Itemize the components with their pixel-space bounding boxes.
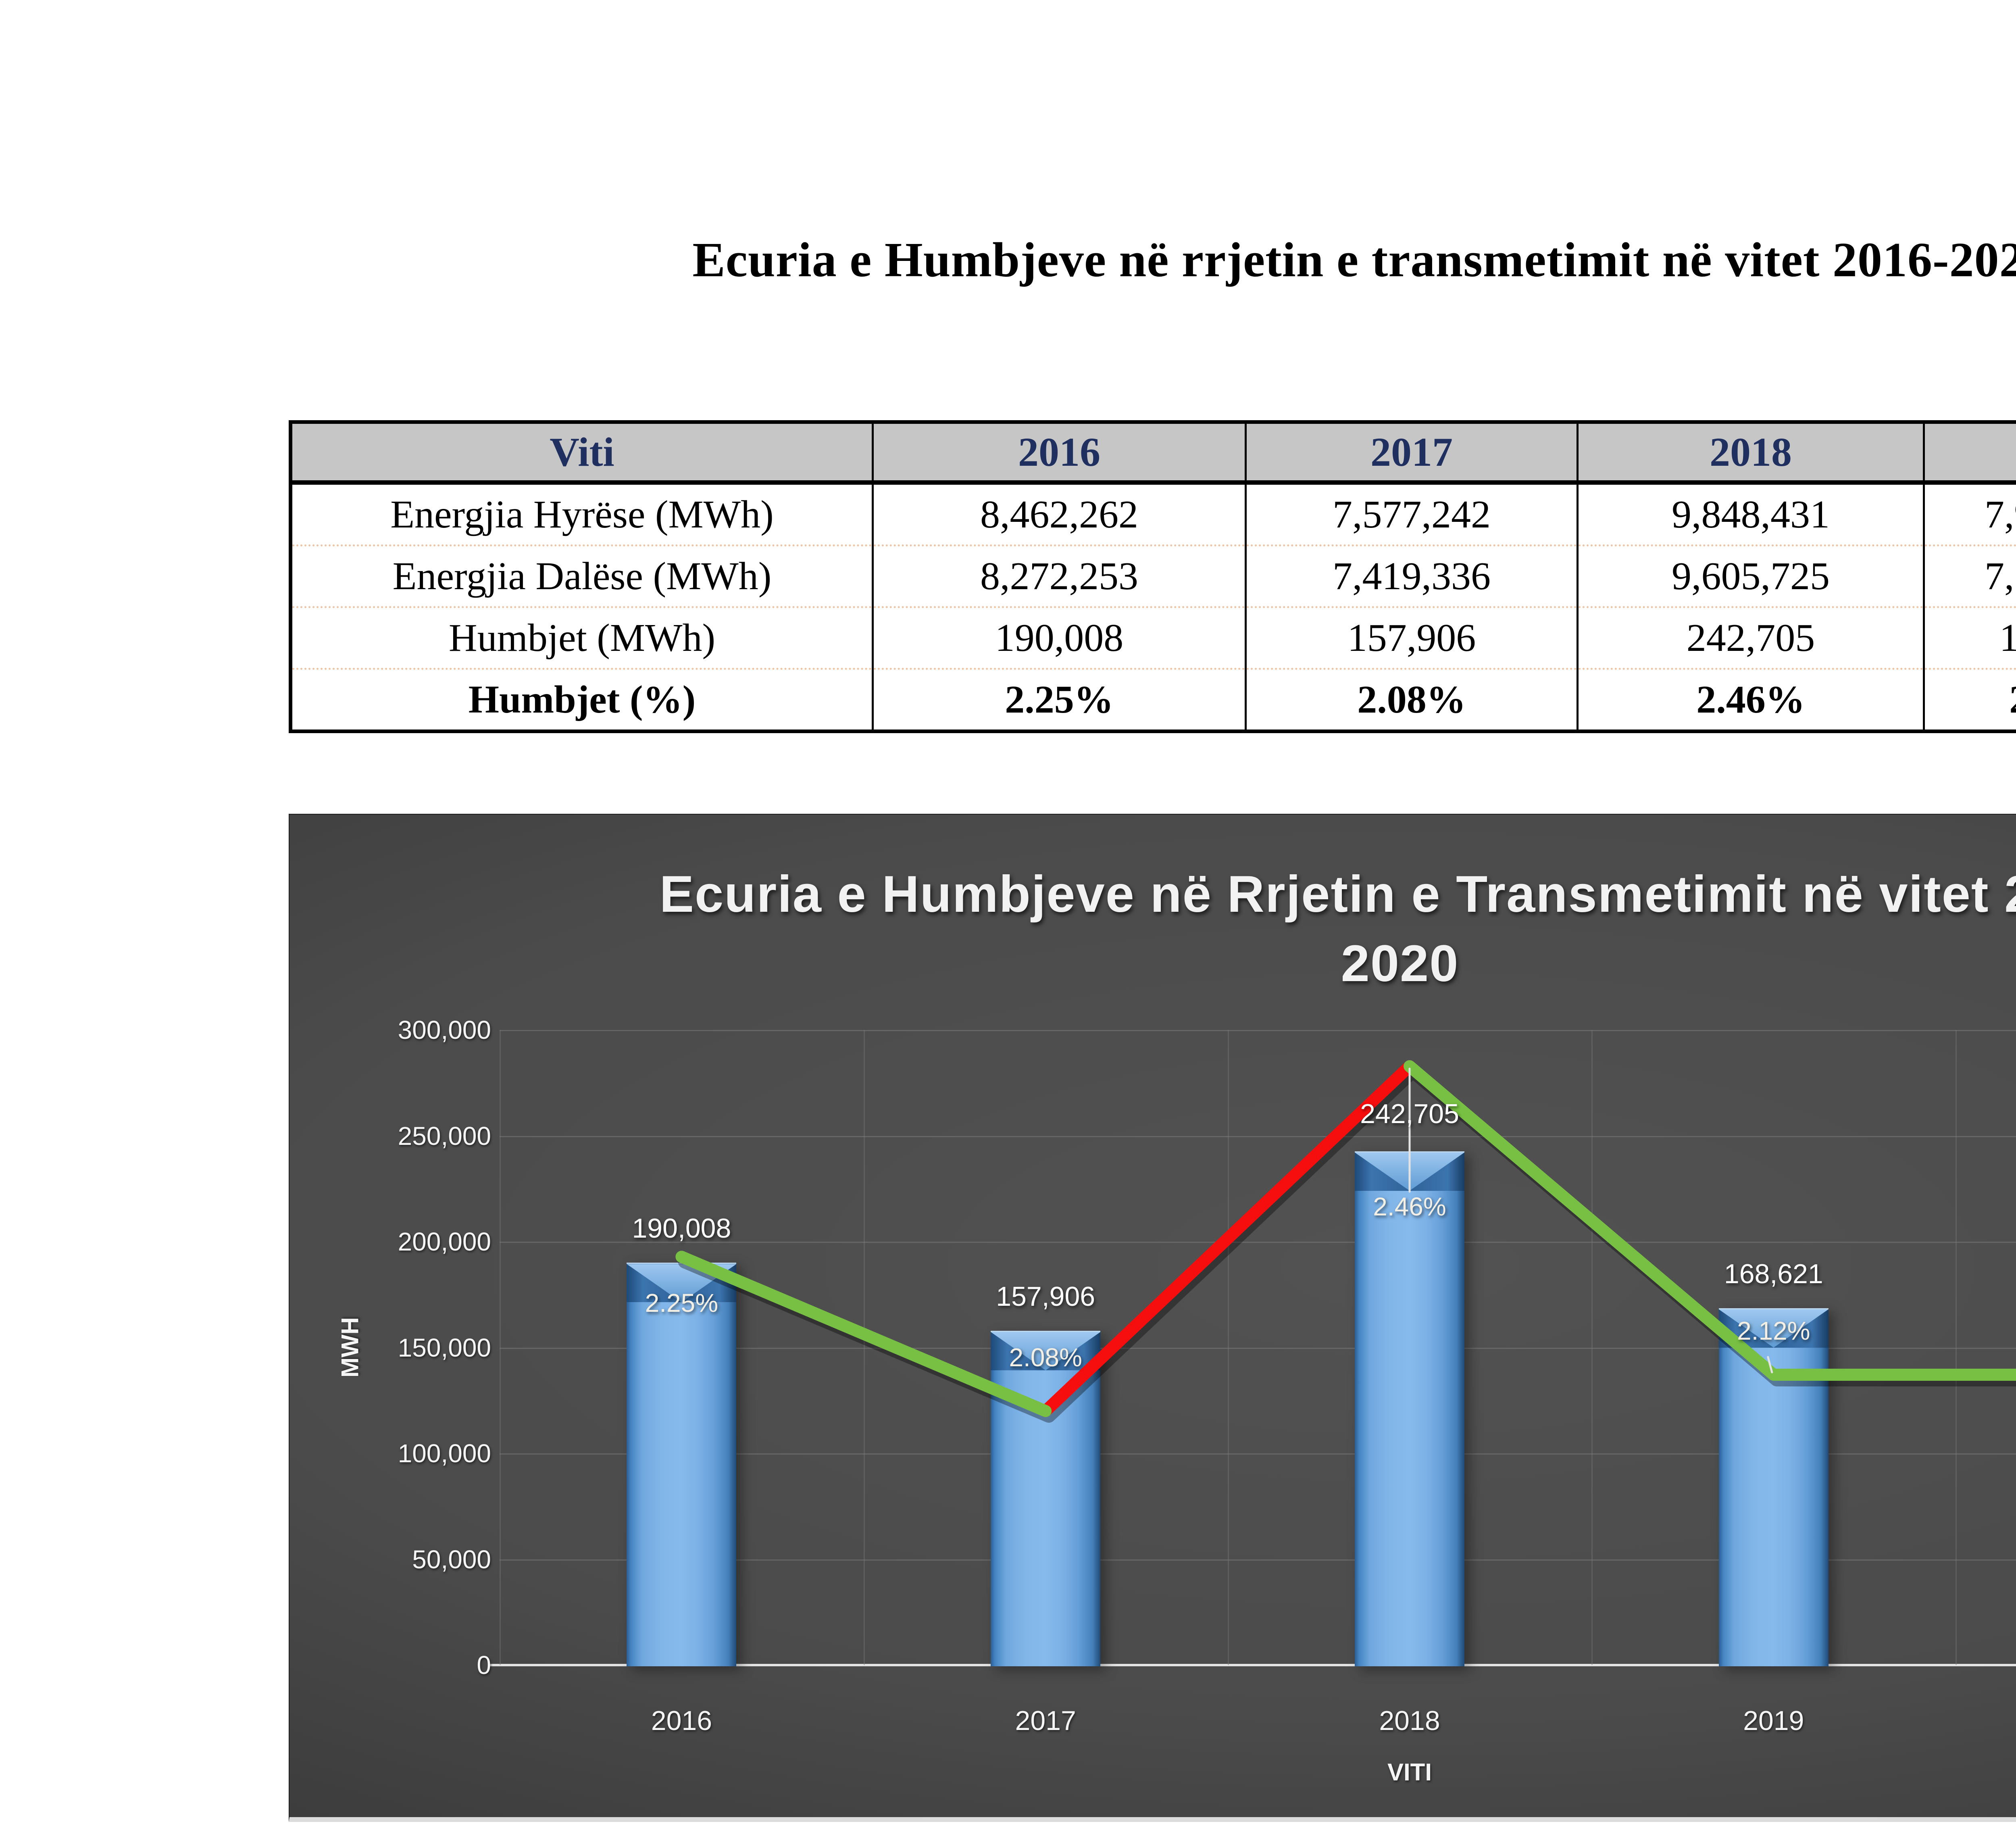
y-left-axis-title: MWH: [336, 1317, 364, 1378]
cell-value: 9,605,725: [1577, 544, 1924, 607]
bar-value-label: 190,008: [632, 1213, 731, 1244]
line-percent-label: 2.25%: [645, 1288, 719, 1318]
table-row-energjia-hyrese: Energjia Hyrëse (MWh) 8,462,262 7,577,24…: [290, 482, 2016, 546]
x-axis-tick: 2018: [1379, 1705, 1440, 1736]
y-left-tick: 0: [477, 1651, 491, 1680]
table-header-2016: 2016: [872, 422, 1246, 485]
y-left-tick: 150,000: [398, 1333, 491, 1362]
y-left-tick: 100,000: [398, 1439, 491, 1468]
y-left-tick: 50,000: [412, 1545, 491, 1574]
cell-value: 168,621: [1923, 606, 2016, 669]
gridline: [500, 1136, 2016, 1137]
table-header-2017: 2017: [1245, 422, 1578, 485]
cell-value: 242,705: [1577, 606, 1924, 669]
bar-value-label: 242,705: [1360, 1098, 1459, 1129]
row-label: Humbjet (%): [290, 668, 873, 732]
cell-value: 8,272,253: [872, 544, 1246, 607]
table-header-2018: 2018: [1577, 422, 1924, 485]
x-axis-tick: 2017: [1015, 1705, 1076, 1736]
x-axis-tick: 2016: [651, 1705, 712, 1736]
losses-table: Viti 2016 2017 2018 2019 2020 Energjia H…: [289, 420, 2016, 733]
line-segment-decrease: [1404, 1060, 2016, 1381]
table-header-row: Viti 2016 2017 2018 2019 2020: [290, 422, 2016, 485]
gridline: [500, 1030, 501, 1665]
y-left-tick: 250,000: [398, 1121, 491, 1151]
cell-value: 9,848,431: [1577, 482, 1924, 546]
gridline: [1591, 1030, 1593, 1665]
row-label: Humbjet (MWh): [290, 606, 873, 669]
table-row-humbjet-pct: Humbjet (%) 2.25% 2.08% 2.46% 2.12% 2.12…: [290, 668, 2016, 732]
y-left-tick: 200,000: [398, 1227, 491, 1256]
bar-value-label: 157,906: [996, 1281, 1095, 1312]
gridline: [863, 1030, 865, 1665]
gridline: [1227, 1030, 1229, 1665]
cell-value: 2.25%: [872, 668, 1246, 732]
table-header-viti: Viti: [290, 422, 873, 485]
bar-value-label: 168,621: [1724, 1258, 1823, 1289]
bar-2017: [991, 1330, 1101, 1666]
losses-chart: Ecuria e Humbjeve në Rrjetin e Transmeti…: [289, 814, 2016, 1822]
x-axis-title: VITI: [1387, 1759, 1432, 1786]
cell-value: 2.12%: [1923, 668, 2016, 732]
bar-2019: [1718, 1308, 1829, 1666]
bar-2016: [627, 1263, 737, 1666]
table-header-2019: 2019: [1923, 422, 2016, 485]
line-percent-label: 2.12%: [1737, 1316, 1810, 1345]
cell-value: 7,577,242: [1245, 482, 1578, 546]
table-row-energjia-dalese: Energjia Dalëse (MWh) 8,272,253 7,419,33…: [290, 544, 2016, 607]
row-label: Energjia Hyrëse (MWh): [290, 482, 873, 546]
chart-title-line1: Ecuria e Humbjeve në Rrjetin e Transmeti…: [659, 865, 2016, 923]
line-percent-label: 2.46%: [1373, 1192, 1446, 1221]
cell-value: 7,774,759: [1923, 544, 2016, 607]
cell-value: 190,008: [872, 606, 1246, 669]
gridline: [500, 1559, 2016, 1561]
chart-title-line2: 2020: [1341, 935, 1459, 992]
gridline: [1956, 1030, 1957, 1665]
table-row-humbjet-mwh: Humbjet (MWh) 190,008 157,906 242,705 16…: [290, 606, 2016, 669]
cell-value: 8,462,262: [872, 482, 1246, 546]
cell-value: 157,906: [1245, 606, 1578, 669]
gridline: [500, 1453, 2016, 1455]
bar-bevel: [1355, 1152, 1464, 1191]
x-axis-line: [488, 1664, 2016, 1666]
gridline: [500, 1030, 2016, 1031]
bar-2018: [1355, 1151, 1464, 1666]
cell-value: 2.46%: [1577, 668, 1924, 732]
y-left-tick: 300,000: [398, 1015, 491, 1044]
cell-value: 2.08%: [1245, 668, 1578, 732]
row-label: Energjia Dalëse (MWh): [290, 544, 873, 607]
page-title: Ecuria e Humbjeve në rrjetin e transmeti…: [692, 233, 2016, 287]
chart-title: Ecuria e Humbjeve në Rrjetin e Transmeti…: [289, 860, 2016, 998]
cell-value: 7,943,380: [1923, 482, 2016, 546]
x-axis-tick: 2019: [1743, 1705, 1804, 1736]
cell-value: 7,419,336: [1245, 544, 1578, 607]
line-percent-label: 2.08%: [1009, 1342, 1082, 1372]
